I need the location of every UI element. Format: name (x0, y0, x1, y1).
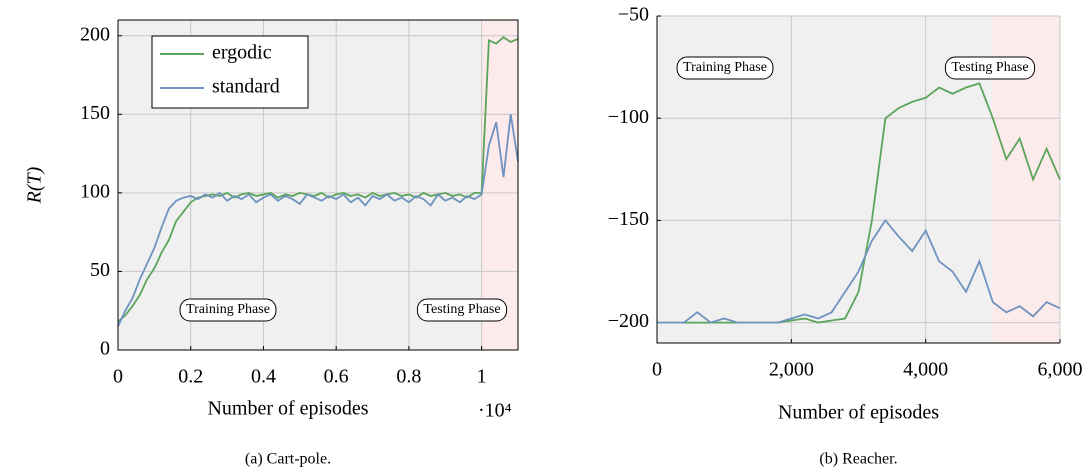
phase-label-box (944, 56, 1036, 80)
y-tick-label: 100 (80, 180, 110, 202)
y-tick-label: 150 (80, 102, 110, 124)
series-line (117, 36, 519, 323)
legend-label: ergodic (212, 42, 272, 64)
x-tick-label: 0.4 (251, 366, 276, 388)
phase-label-box (179, 298, 277, 322)
series-line (657, 218, 1061, 324)
x-tick-label: 0.2 (178, 366, 203, 388)
y-tick-label: 0 (100, 338, 110, 360)
phase-label-box (676, 56, 774, 80)
x-tick-label: 6,000 (1038, 359, 1083, 381)
x-axis-label: Number of episodes (778, 402, 939, 424)
series-line (657, 82, 1061, 324)
axes-frame (117, 19, 519, 351)
x-tick-label: 0.6 (324, 366, 349, 388)
legend-box (151, 35, 309, 109)
y-tick-label: −200 (608, 310, 649, 332)
legend-label: standard (212, 76, 280, 98)
x-tick-label: 0 (113, 366, 123, 388)
x-axis-label: Number of episodes (207, 398, 368, 420)
x-tick-label: 4,000 (903, 359, 948, 381)
y-axis-label: R(T) (24, 166, 46, 204)
axes-frame (656, 16, 1060, 344)
y-tick-label: 50 (90, 259, 110, 281)
phase-label-box (416, 298, 508, 322)
x-tick-label: 0 (652, 359, 662, 381)
phase-label: Testing Phase (423, 302, 500, 317)
y-tick-label: 200 (80, 23, 110, 45)
x-multiplier: ·10⁴ (478, 400, 512, 422)
x-tick-label: 1 (477, 366, 487, 388)
x-tick-label: 0.8 (396, 366, 421, 388)
phase-label: Training Phase (186, 302, 270, 317)
y-tick-label: −150 (608, 208, 649, 230)
series-line (117, 114, 519, 327)
y-tick-label: −50 (618, 4, 649, 26)
caption: (a) Cart-pole. (245, 451, 331, 468)
x-tick-label: 2,000 (769, 359, 814, 381)
phase-label: Testing Phase (951, 60, 1028, 75)
y-tick-label: −100 (608, 106, 649, 128)
phase-label: Training Phase (683, 60, 767, 75)
caption: (b) Reacher. (819, 451, 897, 468)
